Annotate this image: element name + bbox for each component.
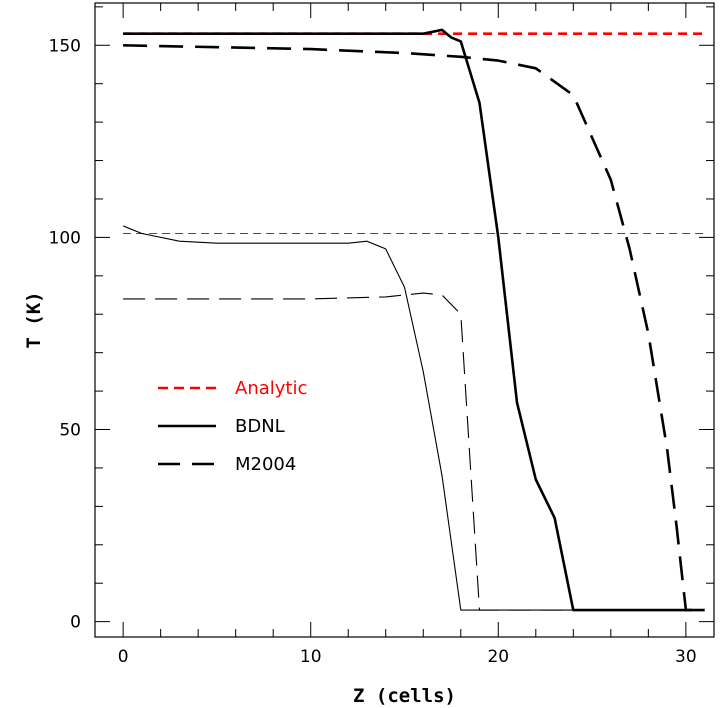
legend-label-m2004: M2004 [235,454,296,475]
x-axis-title: Z (cells) [353,685,456,707]
y-axis-title: T (K) [23,291,45,348]
series-line-m2004-thick [123,44,705,612]
y-tick-label: 0 [70,613,81,633]
plot-frame [94,2,715,638]
y-tick-label: 50 [59,421,81,441]
series-lines [122,28,705,612]
legend-label-analytic: Analytic [235,378,307,399]
axis-ticks: 0 10 20 30 0 50 100 150 [49,3,714,667]
x-tick-label: 0 [118,647,129,667]
y-tick-label: 100 [49,228,81,248]
series-line-bdnl-thick [123,28,705,612]
x-tick-label: 30 [675,647,697,667]
x-tick-label: 20 [487,647,509,667]
series-line-m2004-thin [123,292,593,611]
legend: Analytic BDNL M2004 [158,378,307,475]
x-tick-label: 10 [300,647,322,667]
series-line-bdnl-thin [122,225,593,611]
legend-label-bdnl: BDNL [235,416,285,437]
y-tick-label: 150 [49,36,81,56]
